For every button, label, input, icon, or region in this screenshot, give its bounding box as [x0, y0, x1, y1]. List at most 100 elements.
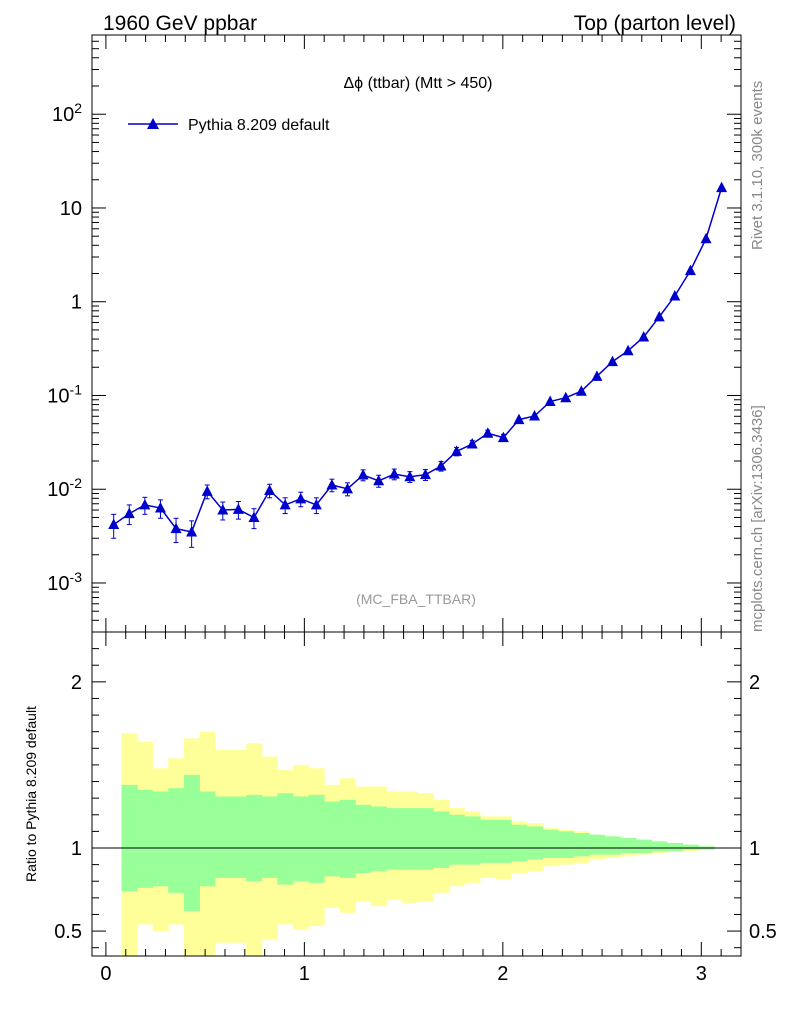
- main-y-tick-labels: 10-3 10-2 10-1 1 10 102: [47, 100, 82, 595]
- band-inner-bin: [526, 826, 543, 860]
- band-inner-bin: [355, 804, 372, 873]
- data-point: [357, 468, 369, 480]
- legend-label: Pythia 8.209 default: [188, 117, 330, 134]
- band-inner-bin: [308, 794, 325, 883]
- y-tick-label-right: 2: [749, 672, 760, 694]
- band-inner-bin: [542, 829, 559, 858]
- data-point: [279, 498, 291, 510]
- data-point: [186, 525, 198, 537]
- legend-marker: [147, 118, 159, 129]
- data-point: [684, 264, 696, 276]
- band-inner-bin: [573, 833, 590, 857]
- band-inner-bin: [682, 844, 699, 850]
- data-point: [326, 478, 338, 490]
- data-point: [497, 431, 509, 443]
- ratio-y-ticks: [92, 648, 741, 949]
- ratio-frame: [91, 631, 742, 957]
- series-line: [113, 187, 723, 533]
- data-point: [435, 459, 447, 471]
- ratio-y-tick-labels: 0.5 0.5 1 1 2 2: [54, 672, 777, 943]
- y-tick-label: 102: [52, 100, 82, 126]
- band-inner-bin: [511, 824, 528, 862]
- data-point: [560, 391, 572, 403]
- band-inner-bin: [386, 808, 403, 870]
- data-point: [544, 395, 556, 406]
- y-tick-label: 2: [71, 672, 82, 694]
- main-panel: 10-3 10-2 10-1 1 10 102 Δϕ (ttbar) (Mtt > 450…: [47, 34, 742, 633]
- y-tick-label: 0.5: [54, 921, 82, 943]
- band-inner-bin: [417, 808, 434, 870]
- data-point: [232, 503, 244, 514]
- main-y-ticks: [92, 34, 741, 633]
- ratio-panel: 0.5 0.5 1 1 2 2 0 1 2 3 Ratio to Pythia 8.209 de…: [23, 631, 777, 985]
- data-point: [123, 507, 135, 519]
- data-point: [264, 484, 276, 495]
- band-inner-bin: [495, 819, 512, 863]
- y-tick-label: 10-1: [47, 381, 82, 407]
- data-point: [482, 427, 494, 438]
- band-inner-bin: [480, 819, 497, 863]
- data-point: [575, 385, 587, 396]
- data-point: [388, 468, 400, 479]
- header-right: Top (parton level): [574, 12, 736, 35]
- data-point: [373, 474, 385, 486]
- y-tick-label: 10: [60, 198, 82, 220]
- data-point: [622, 344, 634, 356]
- y-tick-label: 1: [71, 292, 82, 314]
- header-left: 1960 GeV ppbar: [103, 12, 257, 35]
- band-inner-bin: [589, 834, 606, 855]
- data-point: [451, 445, 463, 456]
- data-point: [108, 518, 120, 530]
- band-inner-bin: [557, 831, 575, 858]
- data-point: [342, 482, 354, 494]
- analysis-tag: (MC_FBA_TTBAR): [356, 591, 476, 607]
- rivet-label: Rivet 3.1.10, 300k events: [749, 81, 766, 250]
- band-inner-bin: [168, 788, 185, 893]
- band-inner-bin: [448, 814, 465, 865]
- data-point: [170, 522, 182, 534]
- band-inner-bin: [667, 843, 684, 852]
- y-tick-label-right: 1: [749, 838, 760, 860]
- ratio-bands: [121, 731, 715, 956]
- series-pythia: [108, 181, 728, 548]
- data-point: [653, 310, 665, 322]
- data-point: [248, 511, 260, 522]
- data-point: [466, 437, 478, 449]
- data-point: [669, 290, 681, 301]
- band-inner-bin: [464, 816, 481, 865]
- chart-title: Δϕ (ttbar) (Mtt > 450): [343, 75, 492, 92]
- band-inner-bin: [215, 796, 232, 878]
- band-inner-bin: [230, 796, 247, 878]
- x-tick-label: 1: [299, 963, 310, 985]
- band-inner-bin: [370, 806, 387, 872]
- x-tick-label: 3: [696, 963, 707, 985]
- band-inner-bin: [402, 808, 419, 870]
- data-point: [217, 504, 229, 515]
- band-inner-bin: [183, 774, 200, 912]
- y-tick-label: 10-3: [47, 569, 82, 595]
- legend: Pythia 8.209 default: [128, 117, 330, 134]
- data-point: [606, 355, 618, 367]
- y-tick-label-right: 0.5: [749, 921, 777, 943]
- band-inner-bin: [339, 799, 356, 878]
- ratio-y-axis-label: Ratio to Pythia 8.209 default: [23, 706, 39, 882]
- band-inner-bin: [121, 784, 138, 892]
- band-inner-bin: [651, 841, 668, 852]
- band-inner-bin: [635, 839, 652, 853]
- ratio-x-ticks: [105, 632, 742, 956]
- band-inner-bin: [433, 811, 450, 868]
- band-inner-bin: [199, 791, 216, 887]
- data-point: [139, 498, 151, 510]
- x-tick-label: 0: [100, 963, 111, 985]
- main-x-ticks: [105, 35, 742, 632]
- data-point: [700, 232, 712, 244]
- data-point: [513, 413, 525, 425]
- mcplots-label: mcplots.cern.ch [arXiv:1306.3436]: [749, 405, 766, 632]
- band-inner-bin: [324, 801, 341, 877]
- band-inner-bin: [277, 793, 294, 885]
- y-tick-label: 10-2: [47, 475, 82, 501]
- x-tick-label: 2: [497, 963, 508, 985]
- y-tick-label: 1: [71, 838, 82, 860]
- band-inner-bin: [604, 836, 621, 855]
- band-inner-bin: [261, 796, 278, 878]
